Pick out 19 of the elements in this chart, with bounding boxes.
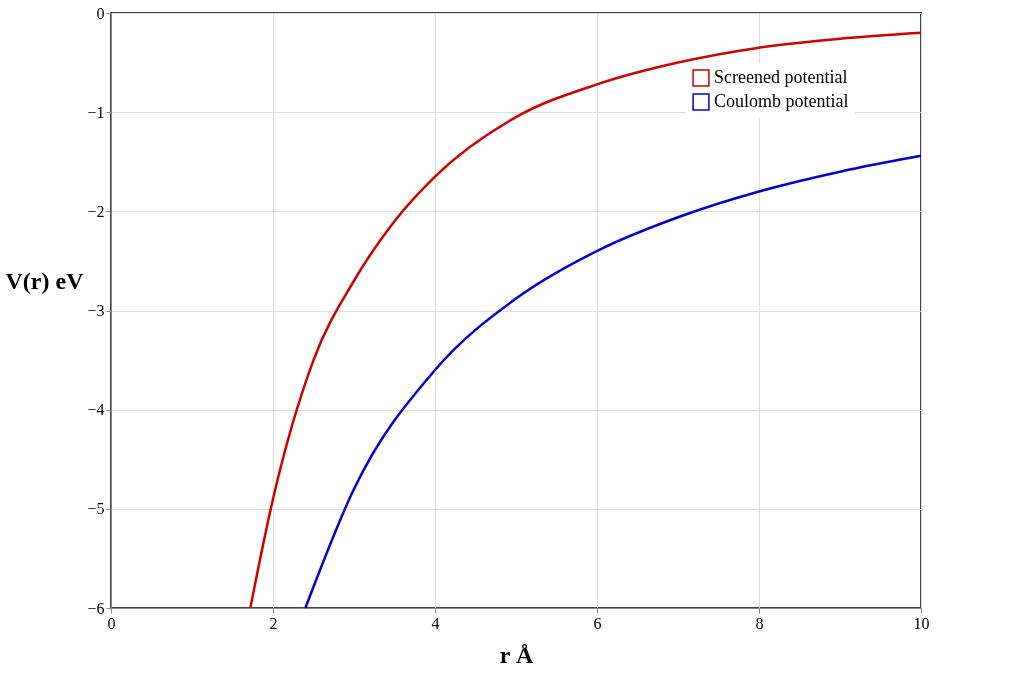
y-axis-title: V(r) eV: [5, 267, 85, 294]
y-tick-label: −6: [87, 599, 105, 617]
line-series: [249, 31, 923, 610]
line-series: [304, 154, 923, 610]
y-tick-label: −2: [87, 202, 105, 220]
y-tick-label: −1: [87, 103, 105, 121]
x-tick-label: 6: [593, 614, 602, 632]
x-tick-label: 2: [269, 614, 278, 632]
x-tick-label: 8: [755, 614, 764, 632]
y-tick-label: −3: [87, 302, 105, 319]
x-tick-label: 10: [913, 614, 930, 632]
x-tick-label: 0: [107, 614, 116, 632]
x-tick-label: 4: [431, 614, 440, 632]
x-axis-title: r Å: [499, 641, 534, 668]
legend-label: Screened potential: [714, 67, 848, 87]
y-tick-label: −5: [87, 500, 105, 518]
y-tick-label: −4: [87, 401, 105, 419]
legend-label: Coulomb potential: [714, 91, 849, 111]
y-tick-label: 0: [96, 4, 105, 22]
